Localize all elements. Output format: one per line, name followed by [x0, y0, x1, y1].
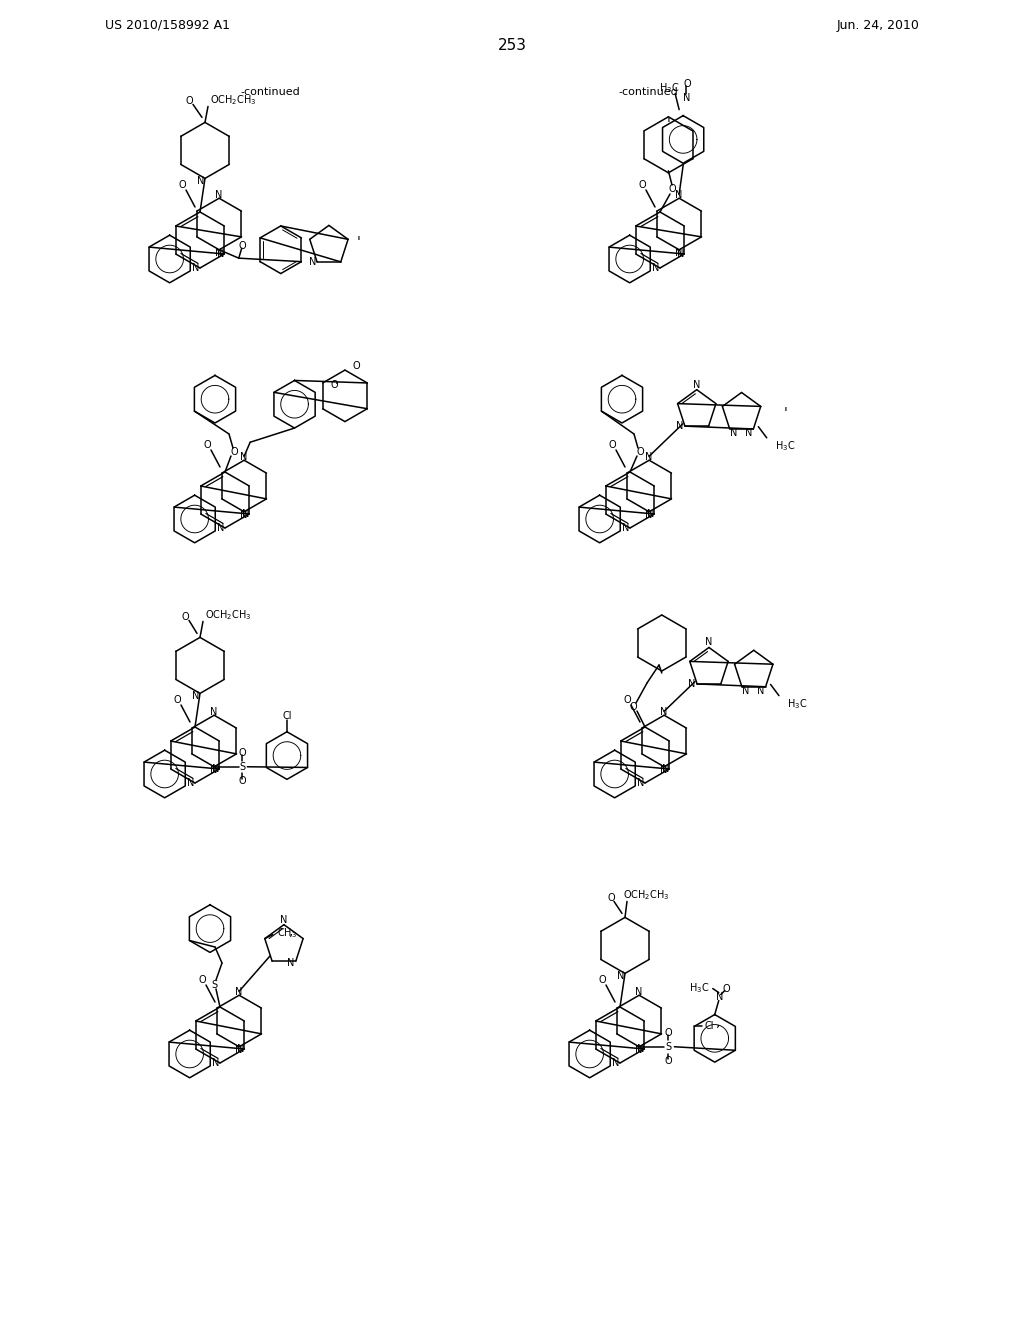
- Text: N: N: [617, 972, 625, 981]
- Text: O: O: [624, 696, 631, 705]
- Text: N: N: [636, 987, 643, 997]
- Text: O: O: [181, 612, 188, 623]
- Text: O: O: [638, 180, 646, 190]
- Text: N: N: [193, 692, 200, 701]
- Text: N: N: [677, 249, 684, 259]
- Text: N: N: [215, 190, 223, 201]
- Text: N: N: [287, 958, 295, 968]
- Text: N: N: [660, 764, 668, 775]
- Text: O: O: [239, 776, 246, 785]
- Text: ': ': [356, 235, 360, 248]
- Text: N: N: [241, 453, 248, 462]
- Text: N: N: [198, 177, 205, 186]
- Text: OCH$_2$CH$_3$: OCH$_2$CH$_3$: [623, 888, 670, 903]
- Text: N: N: [662, 764, 669, 774]
- Text: O: O: [185, 96, 193, 107]
- Text: Jun. 24, 2010: Jun. 24, 2010: [838, 18, 920, 32]
- Text: N: N: [660, 708, 668, 717]
- Text: -continued: -continued: [240, 87, 300, 96]
- Text: N: N: [309, 257, 316, 267]
- Text: O: O: [239, 242, 247, 251]
- Text: N: N: [742, 686, 750, 696]
- Text: Cl: Cl: [283, 710, 292, 721]
- Text: O: O: [353, 362, 360, 371]
- Text: N: N: [237, 1044, 244, 1053]
- Text: N: N: [241, 510, 248, 520]
- Text: N: N: [623, 523, 630, 533]
- Text: US 2010/158992 A1: US 2010/158992 A1: [105, 18, 230, 32]
- Text: N: N: [211, 764, 218, 775]
- Text: O: O: [607, 894, 614, 903]
- Text: N: N: [216, 249, 224, 259]
- Text: N: N: [676, 421, 684, 432]
- Text: H$_3$C: H$_3$C: [775, 440, 796, 453]
- Text: ,: ,: [716, 1015, 721, 1030]
- Text: N: N: [693, 380, 700, 389]
- Text: N: N: [637, 777, 645, 788]
- Text: N: N: [757, 686, 764, 696]
- Text: N: N: [645, 453, 653, 462]
- Text: N: N: [683, 92, 691, 103]
- Text: S: S: [240, 762, 246, 772]
- Text: O: O: [203, 440, 211, 450]
- Text: N: N: [676, 248, 683, 257]
- Text: N: N: [211, 708, 218, 717]
- Text: N: N: [646, 510, 654, 519]
- Text: N: N: [281, 915, 288, 925]
- Text: O: O: [629, 702, 637, 711]
- Text: N: N: [706, 638, 713, 648]
- Text: N: N: [676, 190, 683, 201]
- Text: N: N: [212, 1059, 220, 1068]
- Text: H$_3$C: H$_3$C: [689, 982, 710, 995]
- Text: O: O: [665, 1056, 672, 1065]
- Text: O: O: [723, 983, 730, 994]
- Text: N: N: [637, 1044, 644, 1053]
- Text: ': ': [667, 116, 671, 131]
- Text: O: O: [239, 747, 246, 758]
- Text: N: N: [236, 987, 243, 997]
- Text: S: S: [211, 979, 217, 990]
- Text: O: O: [178, 180, 185, 190]
- Text: ': ': [335, 380, 338, 393]
- Text: N: N: [730, 428, 737, 438]
- Text: N: N: [187, 777, 195, 788]
- Text: O: O: [608, 440, 615, 450]
- Text: O: O: [230, 447, 238, 457]
- Text: O: O: [669, 183, 676, 194]
- Text: O: O: [331, 380, 338, 389]
- Text: O: O: [683, 79, 691, 88]
- Text: N: N: [193, 263, 200, 273]
- Text: O: O: [665, 1028, 672, 1038]
- Text: O: O: [173, 696, 181, 705]
- Text: N: N: [716, 991, 723, 1002]
- Text: S: S: [666, 1041, 672, 1052]
- Text: O: O: [598, 975, 606, 985]
- Text: H$_3$C: H$_3$C: [787, 697, 808, 711]
- Text: 253: 253: [498, 37, 526, 53]
- Text: Cl: Cl: [705, 1022, 714, 1031]
- Text: OCH$_2$CH$_3$: OCH$_2$CH$_3$: [210, 94, 257, 107]
- Text: N: N: [652, 263, 659, 273]
- Text: N: N: [236, 1044, 243, 1055]
- Text: N: N: [212, 764, 219, 774]
- Text: O: O: [636, 447, 644, 457]
- Text: N: N: [636, 1044, 643, 1055]
- Text: N: N: [688, 678, 695, 689]
- Text: N: N: [215, 248, 223, 257]
- Text: OCH$_2$CH$_3$: OCH$_2$CH$_3$: [205, 609, 252, 622]
- Text: N: N: [645, 510, 653, 520]
- Text: O: O: [199, 975, 206, 985]
- Text: N: N: [217, 523, 224, 533]
- Text: -continued: -continued: [618, 87, 678, 96]
- Text: ,: ,: [289, 924, 293, 937]
- Text: N: N: [744, 428, 752, 438]
- Text: H$_3$C: H$_3$C: [658, 81, 679, 95]
- Text: ': ': [783, 405, 787, 420]
- Text: CH$_3$: CH$_3$: [276, 925, 297, 940]
- Text: N: N: [612, 1059, 620, 1068]
- Text: N: N: [242, 510, 249, 519]
